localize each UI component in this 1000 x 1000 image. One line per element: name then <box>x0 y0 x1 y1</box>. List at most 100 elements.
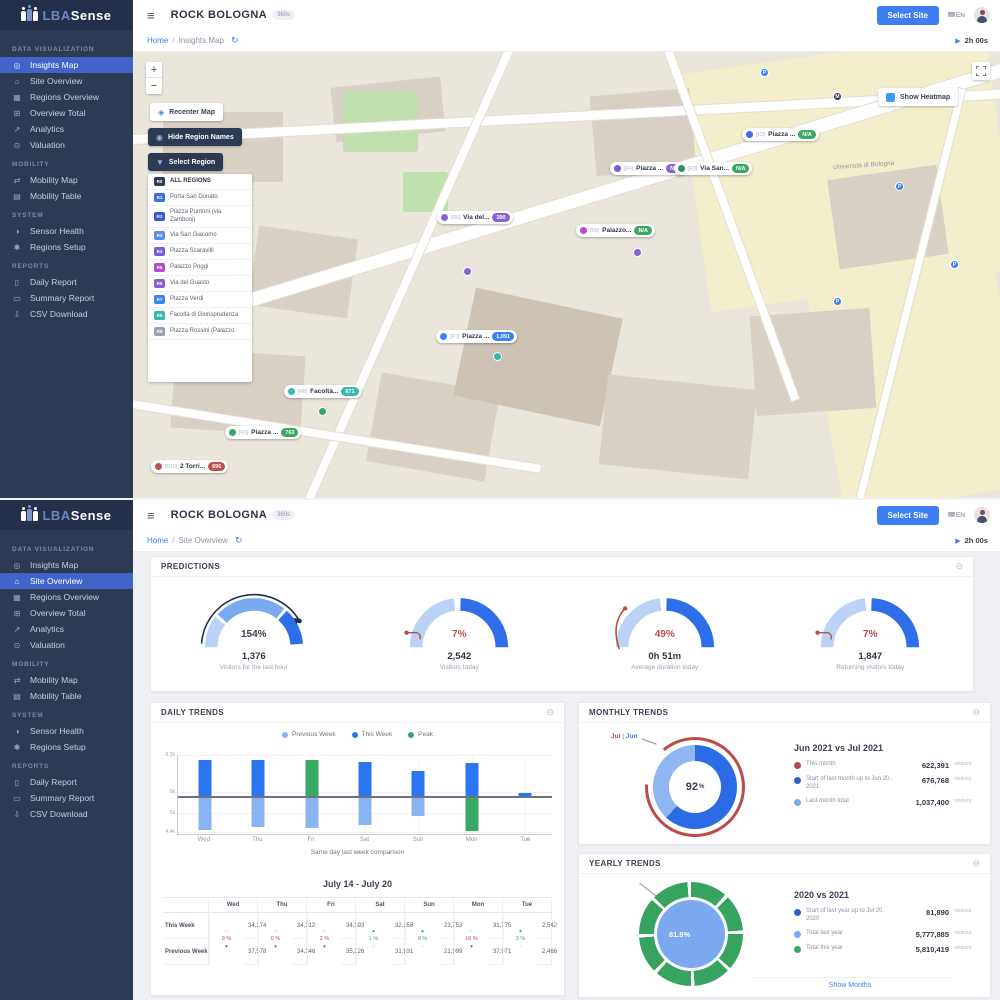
bar-this-week-fri[interactable] <box>305 760 319 797</box>
play-icon[interactable]: ▶ <box>955 37 961 45</box>
hide-region-names-button[interactable]: ◉ Hide Region Names <box>148 128 242 146</box>
bar-previous-week-mon[interactable] <box>465 796 479 832</box>
bar-previous-week-sat[interactable] <box>358 796 372 826</box>
sidebar-item-analytics[interactable]: ↗ Analytics <box>0 621 133 637</box>
sidebar-item-insights-map[interactable]: ◎ Insights Map <box>0 557 133 573</box>
sidebar-item-csv-download[interactable]: ⇩ CSV Download <box>0 306 133 322</box>
sidebar-item-analytics[interactable]: ↗ Analytics <box>0 121 133 137</box>
breadcrumb-home-link[interactable]: Home <box>147 36 169 45</box>
user-avatar[interactable] <box>974 7 990 23</box>
sidebar-item-mobility-map[interactable]: ⇄ Mobility Map <box>0 172 133 188</box>
sidebar-item-mobility-table[interactable]: ▤ Mobility Table <box>0 688 133 704</box>
sidebar-item-label: Insights Map <box>30 560 79 570</box>
x-axis-label: Thu <box>252 837 263 843</box>
bar-previous-week-fri[interactable] <box>305 796 319 829</box>
sidebar-item-valuation[interactable]: ⊙ Valuation <box>0 637 133 653</box>
map-region-label-r9[interactable]: [R9] Piazza ... 763 <box>225 426 302 439</box>
region-list-item-all-regions[interactable]: R0 ALL REGIONS <box>148 174 252 190</box>
map-canvas[interactable]: P M P P P + − ◈ Recenter Map ◉ Hide Regi <box>133 52 1000 498</box>
language-selector[interactable]: EN <box>947 511 965 519</box>
app-logo[interactable]: LBASense <box>0 0 133 30</box>
sidebar-item-daily-report[interactable]: ▯ Daily Report <box>0 774 133 790</box>
region-list-item-via-del-guasto[interactable]: R6 Via del Guasto <box>148 276 252 292</box>
refresh-icon[interactable]: ↻ <box>230 35 239 45</box>
bar-this-week-thu[interactable] <box>251 760 265 797</box>
map-region-label-r6[interactable]: [R6] Via del... 390 <box>437 211 513 224</box>
gauge-label: Visitors today <box>439 664 479 671</box>
sidebar-item-valuation[interactable]: ⊙ Valuation <box>0 137 133 153</box>
region-list-item-piazza-rossini-palazzo[interactable]: R9 Piazza Rossini (Palazzo <box>148 324 252 340</box>
bar-this-week-sun[interactable] <box>411 771 425 797</box>
map-region-label-r7[interactable]: [R7] Piazza ... 1,091 <box>436 330 518 343</box>
daily-trends-panel: DAILY TRENDS ⊖ Previous Week This Week Pea… <box>150 702 565 996</box>
sidebar-item-site-overview[interactable]: ⌂ Site Overview <box>0 73 133 89</box>
legend-item-previous-week[interactable]: Previous Week <box>281 731 336 738</box>
bar-this-week-wed[interactable] <box>198 760 212 797</box>
bar-previous-week-wed[interactable] <box>198 796 212 831</box>
total-icon: ⊞ <box>13 608 21 618</box>
map-region-label-r8[interactable]: [R8] Facoltà... 671 <box>284 385 362 398</box>
hamburger-menu-icon[interactable]: ≡ <box>147 7 155 23</box>
sidebar-item-overview-total[interactable]: ⊞ Overview Total <box>0 105 133 121</box>
sidebar-item-regions-setup[interactable]: ✱ Regions Setup <box>0 739 133 755</box>
sidebar-item-site-overview[interactable]: ⌂ Site Overview <box>0 573 133 589</box>
collapse-icon[interactable]: ⊖ <box>546 707 554 717</box>
sidebar-item-label: Insights Map <box>30 60 79 70</box>
fullscreen-button[interactable] <box>972 62 990 80</box>
region-list-item-facolt-di-giurisprudenza[interactable]: R8 Facoltà di Giurisprudenza <box>148 308 252 324</box>
show-heatmap-button[interactable]: Show Heatmap <box>878 88 959 106</box>
hamburger-menu-icon[interactable]: ≡ <box>147 507 155 523</box>
recenter-map-button[interactable]: ◈ Recenter Map <box>150 103 224 121</box>
sidebar-item-csv-download[interactable]: ⇩ CSV Download <box>0 806 133 822</box>
map-region-label-r2[interactable]: [R2] Piazza ... N/A <box>742 128 819 141</box>
bar-this-week-tue[interactable] <box>518 793 532 797</box>
sidebar-item-regions-overview[interactable]: ▦ Regions Overview <box>0 589 133 605</box>
refresh-icon[interactable]: ↻ <box>234 535 243 545</box>
app-logo[interactable]: LBASense <box>0 500 133 530</box>
change-percent: ▴ 1 % ▿ <box>356 913 390 965</box>
change-percent: ▵ 9 % ▾ <box>209 913 243 965</box>
language-selector[interactable]: EN <box>947 11 965 19</box>
sidebar-item-summary-report[interactable]: ▭ Summary Report <box>0 290 133 306</box>
sidebar-item-mobility-map[interactable]: ⇄ Mobility Map <box>0 672 133 688</box>
legend-item-peak[interactable]: Peak <box>408 731 433 738</box>
zoom-in-button[interactable]: + <box>146 62 162 78</box>
sidebar-item-daily-report[interactable]: ▯ Daily Report <box>0 274 133 290</box>
sidebar-item-regions-overview[interactable]: ▦ Regions Overview <box>0 89 133 105</box>
legend-item-this-week[interactable]: This Week <box>351 731 392 738</box>
map-region-label-r10[interactable]: [R10] 2 Torri... 696 <box>151 460 229 473</box>
bar-this-week-sat[interactable] <box>358 762 372 797</box>
collapse-icon[interactable]: ⊖ <box>972 858 980 868</box>
sidebar-item-sensor-health[interactable]: ◑ Sensor Health <box>0 723 133 739</box>
region-list-item-via-san-giacomo[interactable]: R3 Via San Giacomo <box>148 228 252 244</box>
sidebar-item-insights-map[interactable]: ◎ Insights Map <box>0 57 133 73</box>
zoom-out-button[interactable]: − <box>150 80 158 92</box>
x-axis-label: Wed <box>197 837 210 843</box>
region-list-item-palazzo-poggi[interactable]: R5 Palazzo Poggi <box>148 260 252 276</box>
breadcrumb-home-link[interactable]: Home <box>147 536 169 545</box>
bar-previous-week-thu[interactable] <box>251 796 265 828</box>
play-icon[interactable]: ▶ <box>955 537 961 545</box>
collapse-icon[interactable]: ⊖ <box>955 561 963 571</box>
sidebar-item-sensor-health[interactable]: ◑ Sensor Health <box>0 223 133 239</box>
select-region-button[interactable]: ▼ Select Region <box>148 153 224 171</box>
bar-previous-week-sun[interactable] <box>411 796 425 817</box>
show-months-link[interactable]: Show Months <box>750 977 950 989</box>
select-site-button[interactable]: Select Site <box>876 5 939 25</box>
collapse-icon[interactable]: ⊖ <box>972 707 980 717</box>
select-site-button[interactable]: Select Site <box>876 505 939 525</box>
y-axis-tick: 4.4k <box>165 828 175 835</box>
map-region-label-r5[interactable]: [R5] Palazzo... N/A <box>576 224 655 237</box>
sidebar: LBASense DATA VISUALIZATION ◎ Insights Map… <box>0 500 133 1000</box>
sidebar-item-mobility-table[interactable]: ▤ Mobility Table <box>0 188 133 204</box>
map-region-label-r3[interactable]: [R3] Via San... N/A <box>674 162 753 175</box>
region-list-item-piazza-verdi[interactable]: R7 Piazza Verdi <box>148 292 252 308</box>
region-list-item-piazza-scaravilli[interactable]: R4 Piazza Scaravilli <box>148 244 252 260</box>
user-avatar[interactable] <box>974 507 990 523</box>
sidebar-item-summary-report[interactable]: ▭ Summary Report <box>0 790 133 806</box>
region-list-item-piazza-puntoni-via-zamboni[interactable]: R2 Piazza Puntoni (via Zamboni) <box>148 206 252 228</box>
sidebar-item-overview-total[interactable]: ⊞ Overview Total <box>0 605 133 621</box>
bar-this-week-mon[interactable] <box>465 763 479 797</box>
region-list-item-porta-san-donato[interactable]: R1 Porta San Donato <box>148 190 252 206</box>
sidebar-item-regions-setup[interactable]: ✱ Regions Setup <box>0 239 133 255</box>
